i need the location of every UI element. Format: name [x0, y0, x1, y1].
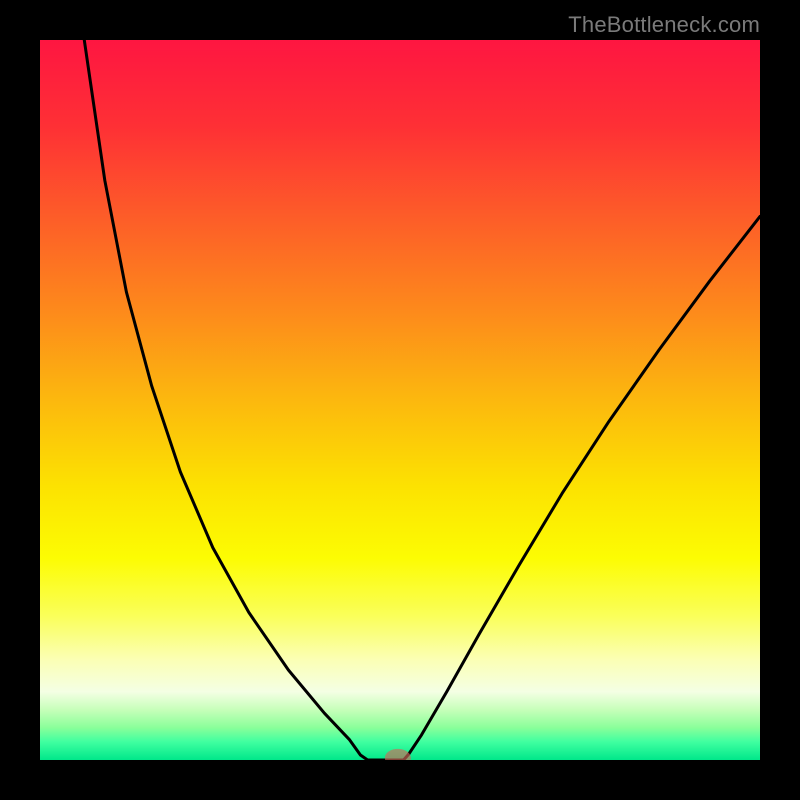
gradient-background — [40, 40, 760, 760]
plot-svg — [40, 40, 760, 760]
chart-frame: TheBottleneck.com — [0, 0, 800, 800]
plot-area — [40, 40, 760, 760]
watermark-text: TheBottleneck.com — [568, 12, 760, 38]
